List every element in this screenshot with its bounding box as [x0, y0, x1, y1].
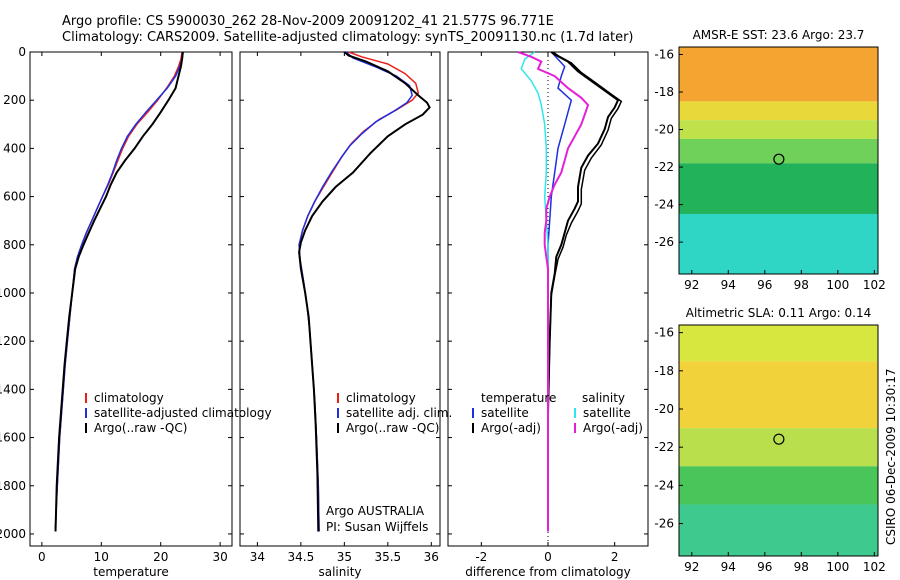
sst-map-ytick-label: -16	[654, 48, 674, 62]
sst-map-xtick-label: 100	[826, 278, 849, 292]
temperature-legend-entry: Argo(..raw -QC)	[94, 421, 187, 435]
temperature-legend-entry: climatology	[94, 391, 164, 405]
sst-map-ytick-label: -18	[654, 85, 674, 99]
sla-map-xtick-label: 96	[757, 560, 772, 574]
salinity-series-line	[298, 51, 431, 532]
sla-map-ytick-label: -16	[654, 326, 674, 340]
figure-title-line1: Argo profile: CS 5900030_262 28-Nov-2009…	[62, 14, 554, 29]
sla-map-color-band	[679, 466, 878, 505]
temperature-plot-frame	[29, 51, 233, 547]
salinity-xtick-label: 34.5	[288, 550, 315, 564]
salinity-axis-label: salinity	[318, 565, 361, 579]
float-info-label: Argo AUSTRALIA	[326, 504, 425, 518]
sla-map-ytick-label: -20	[654, 402, 674, 416]
salinity-xtick-label: 34	[250, 550, 265, 564]
salinity-legend-entry: satellite adj. clim.	[346, 406, 452, 420]
sst-map-title: AMSR-E SST: 23.6 Argo: 23.7	[693, 28, 865, 42]
depth-tick-label: 800	[3, 238, 26, 252]
sla-map-xtick-label: 92	[684, 560, 699, 574]
pi-info-label: PI: Susan Wijffels	[326, 520, 428, 534]
temperature-axis-label: temperature	[93, 565, 168, 579]
diff-legend-temperature-heading: temperature	[481, 391, 556, 405]
sla-map-title: Altimetric SLA: 0.11 Argo: 0.14	[686, 306, 871, 320]
difference-series-line	[517, 51, 590, 532]
sla-map-color-band	[679, 361, 878, 429]
sst-map-color-band	[679, 47, 878, 102]
diff-legend-entry: Argo(-adj)	[583, 421, 643, 435]
depth-tick-label: 400	[3, 141, 26, 155]
sla-map-ytick-label: -22	[654, 440, 674, 454]
sst-map-frame	[678, 46, 879, 275]
depth-tick-label: 200	[3, 93, 26, 107]
sst-map-xtick-label: 98	[794, 278, 809, 292]
depth-tick-label: 1200	[0, 334, 26, 348]
temperature-xtick-label: 30	[212, 550, 227, 564]
diff-legend-entry: satellite	[583, 406, 631, 420]
salinity-xtick-label: 35.5	[374, 550, 401, 564]
difference-series-line	[547, 51, 623, 532]
difference-xtick-label: 0	[544, 550, 552, 564]
depth-tick-label: 2000	[0, 527, 26, 541]
sla-map-xtick-label: 102	[863, 560, 886, 574]
temperature-series-line	[54, 51, 184, 532]
salinity-legend-entry: Argo(..raw -QC)	[346, 421, 439, 435]
difference-xtick-label: 2	[611, 550, 619, 564]
sst-map-ytick-label: -22	[654, 160, 674, 174]
sst-map-ytick-label: -20	[654, 123, 674, 137]
salinity-plot-frame	[239, 51, 441, 547]
depth-tick-label: 0	[18, 45, 26, 59]
temperature-legend-entry: satellite-adjusted climatology	[94, 406, 272, 420]
sst-map-color-band	[679, 101, 878, 121]
salinity-xtick-label: 36	[424, 550, 439, 564]
sst-map-color-band	[679, 213, 878, 274]
depth-tick-label: 1400	[0, 382, 26, 396]
temperature-xtick-label: 10	[94, 550, 109, 564]
depth-tick-label: 1000	[0, 286, 26, 300]
sst-map-xtick-label: 94	[721, 278, 736, 292]
salinity-legend-entry: climatology	[346, 391, 416, 405]
sst-map-ytick-label: -24	[654, 198, 674, 212]
sst-map-color-band	[679, 138, 878, 164]
sst-map-ytick-label: -26	[654, 235, 674, 249]
sst-map-xtick-label: 102	[863, 278, 886, 292]
difference-xtick-label: -2	[475, 550, 487, 564]
sla-map-ytick-label: -24	[654, 478, 674, 492]
sst-map-xtick-label: 92	[684, 278, 699, 292]
sla-map-color-band	[679, 504, 878, 556]
depth-tick-label: 600	[3, 190, 26, 204]
diff-legend-entry: satellite	[481, 406, 529, 420]
depth-tick-label: 1600	[0, 431, 26, 445]
sst-map-xtick-label: 96	[757, 278, 772, 292]
depth-tick-label: 1800	[0, 479, 26, 493]
sla-map-float-position-marker	[773, 433, 785, 445]
salinity-xtick-label: 35	[337, 550, 352, 564]
sst-map-color-band	[679, 120, 878, 139]
temperature-xtick-label: 20	[153, 550, 168, 564]
sla-map-frame	[678, 324, 879, 557]
sla-map-color-band	[679, 325, 878, 362]
sst-map-color-band	[679, 163, 878, 214]
sla-map-xtick-label: 94	[721, 560, 736, 574]
diff-legend-entry: Argo(-adj)	[481, 421, 541, 435]
figure-title-line2: Climatology: CARS2009. Satellite-adjuste…	[62, 30, 634, 45]
sst-map-float-position-marker	[773, 153, 785, 165]
sla-map-ytick-label: -26	[654, 517, 674, 531]
sla-map-ytick-label: -18	[654, 364, 674, 378]
difference-axis-label: difference from climatology	[465, 565, 631, 579]
diff-legend-salinity-heading: salinity	[582, 391, 625, 405]
sla-map-xtick-label: 98	[794, 560, 809, 574]
sla-map-xtick-label: 100	[826, 560, 849, 574]
temperature-xtick-label: 0	[38, 550, 46, 564]
